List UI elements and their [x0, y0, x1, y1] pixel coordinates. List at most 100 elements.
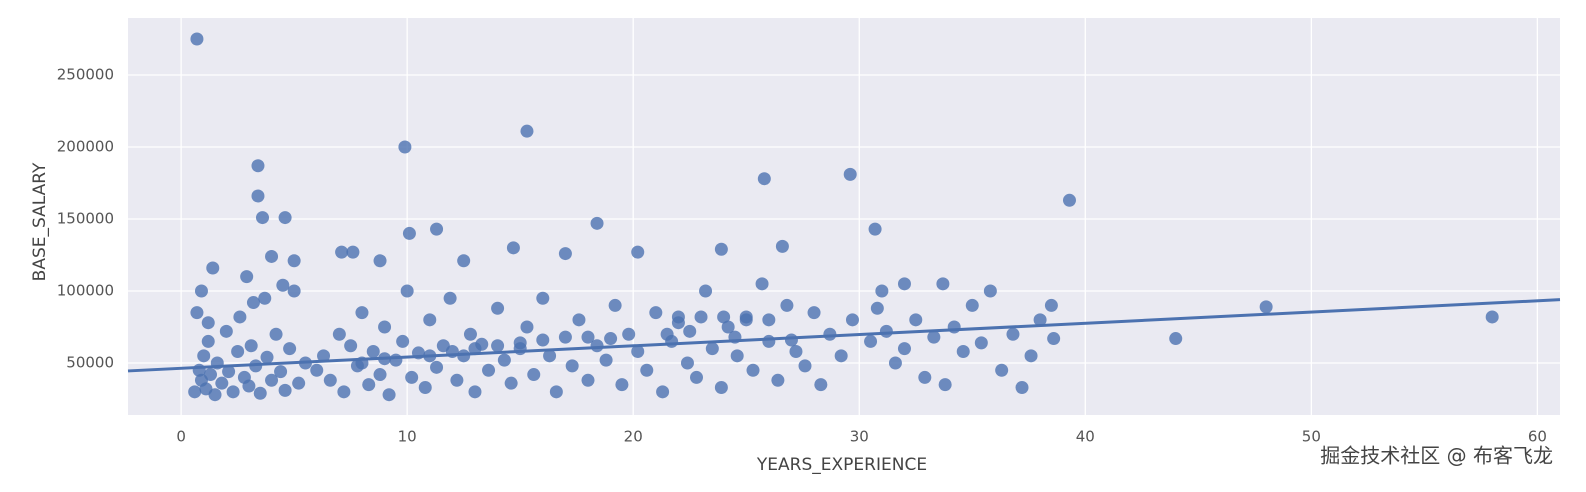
point	[875, 284, 889, 298]
point	[789, 344, 803, 358]
point	[335, 245, 349, 259]
point	[879, 324, 893, 338]
point	[775, 239, 789, 253]
point	[897, 342, 911, 356]
point	[260, 350, 274, 364]
point	[244, 339, 258, 353]
point	[513, 336, 527, 350]
point	[276, 278, 290, 292]
point	[798, 359, 812, 373]
point	[757, 172, 771, 186]
x-axis-label: YEARS_EXPERIENCE	[756, 455, 927, 475]
point	[504, 376, 518, 390]
point	[938, 378, 952, 392]
point	[457, 254, 471, 268]
y-tick-label: 150000	[57, 210, 114, 228]
point	[240, 270, 254, 284]
point	[215, 376, 229, 390]
point	[378, 320, 392, 334]
point	[660, 327, 674, 341]
point	[1015, 380, 1029, 394]
point	[278, 383, 292, 397]
point	[631, 344, 645, 358]
y-tick-label: 250000	[57, 66, 114, 84]
point	[283, 342, 297, 356]
point	[965, 298, 979, 312]
point	[287, 284, 301, 298]
point	[468, 385, 482, 399]
point	[656, 385, 670, 399]
point	[332, 327, 346, 341]
point	[565, 359, 579, 373]
point	[482, 363, 496, 377]
point	[222, 365, 236, 379]
point	[599, 353, 613, 367]
point	[730, 349, 744, 363]
point	[927, 330, 941, 344]
point	[543, 349, 557, 363]
point	[909, 313, 923, 327]
point	[739, 310, 753, 324]
point	[631, 245, 645, 259]
point	[814, 378, 828, 392]
point	[463, 327, 477, 341]
point	[443, 291, 457, 305]
point	[622, 327, 636, 341]
point	[714, 380, 728, 394]
point	[362, 378, 376, 392]
point	[337, 385, 351, 399]
point	[258, 291, 272, 305]
point	[430, 360, 444, 374]
point	[762, 334, 776, 348]
point	[366, 344, 380, 358]
point	[287, 254, 301, 268]
point	[699, 284, 713, 298]
point	[845, 313, 859, 327]
point	[323, 373, 337, 387]
point	[423, 313, 437, 327]
point	[694, 310, 708, 324]
point	[1024, 349, 1038, 363]
y-axis-label: BASE_SALARY	[30, 162, 50, 281]
point	[251, 159, 265, 173]
point	[705, 342, 719, 356]
point	[310, 363, 324, 377]
point	[251, 189, 265, 203]
point	[918, 370, 932, 384]
regression-line	[127, 298, 1561, 373]
point	[762, 313, 776, 327]
point	[491, 339, 505, 353]
point	[190, 32, 204, 46]
point	[649, 306, 663, 320]
point	[430, 222, 444, 236]
point	[690, 370, 704, 384]
point	[1006, 327, 1020, 341]
point	[995, 363, 1009, 377]
x-tick-label: 40	[1076, 428, 1095, 446]
point	[608, 298, 622, 312]
x-tick-label: 50	[1302, 428, 1321, 446]
point	[317, 349, 331, 363]
point	[536, 291, 550, 305]
point	[983, 284, 997, 298]
point	[1047, 332, 1061, 346]
point	[721, 320, 735, 334]
point	[1062, 193, 1076, 207]
point	[714, 242, 728, 256]
point	[834, 349, 848, 363]
point	[604, 332, 618, 346]
point	[382, 388, 396, 402]
point	[373, 368, 387, 382]
point	[1033, 313, 1047, 327]
point	[265, 373, 279, 387]
point	[868, 222, 882, 236]
point	[402, 226, 416, 240]
point	[956, 344, 970, 358]
point	[590, 216, 604, 230]
point	[206, 261, 220, 275]
point	[784, 333, 798, 347]
point	[253, 386, 267, 400]
point	[194, 284, 208, 298]
point	[450, 373, 464, 387]
